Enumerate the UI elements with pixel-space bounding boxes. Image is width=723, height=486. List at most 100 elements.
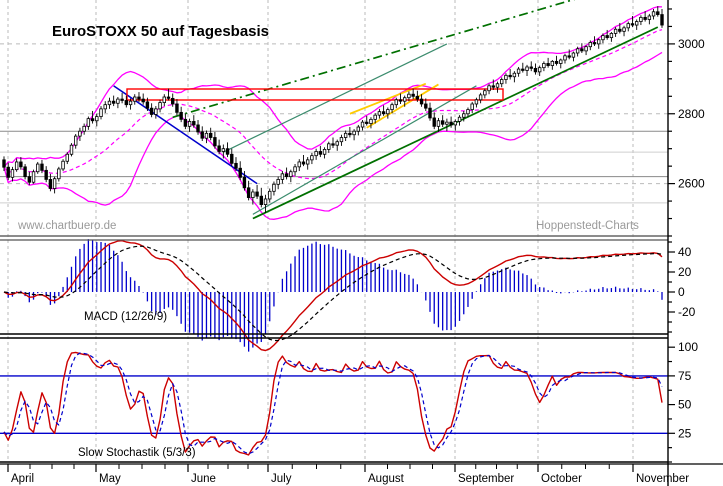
candle-body-down [179, 111, 183, 120]
candle-body-down [175, 103, 179, 113]
candle-body-up [639, 16, 643, 22]
candle-body-down [580, 48, 584, 52]
candle-body-down [19, 161, 23, 168]
candle-body-down [208, 132, 213, 138]
macd-panel [3, 239, 663, 352]
macd-axis-label-40: 40 [678, 245, 692, 259]
x-axis-label-april: April [11, 473, 34, 485]
candle-body-down [656, 11, 660, 15]
candle-body-up [327, 143, 331, 150]
candle-body-up [352, 130, 356, 136]
x-axis-label-november: November [636, 473, 689, 485]
candle-body-up [584, 46, 588, 52]
candle-body-up [537, 67, 542, 73]
price-axis-label-3000: 3000 [678, 37, 705, 51]
stochastic-axis-label-25: 25 [678, 426, 692, 440]
candle-body-down [213, 137, 217, 147]
candle-body-up [436, 120, 441, 127]
candle-body-down [124, 100, 129, 106]
candle-body-down [120, 98, 124, 101]
uptrend-resistance-line [172, 0, 576, 119]
candle-body-up [634, 21, 639, 26]
candle-body-up [403, 97, 407, 102]
candle-body-up [322, 148, 327, 155]
candle-body-down [411, 93, 415, 97]
candle-body-up [542, 63, 546, 69]
candle-body-up [14, 161, 19, 171]
candle-body-down [230, 153, 234, 164]
candle-body-down [242, 176, 247, 189]
candle-body-up [339, 137, 344, 143]
candle-body-up [550, 60, 555, 66]
candle-body-down [48, 179, 53, 189]
candle-body-down [529, 66, 533, 69]
candle-body-down [491, 85, 495, 88]
candle-body-up [504, 74, 508, 80]
stochastic-axis-label-75: 75 [678, 369, 692, 383]
candle-body-down [533, 67, 538, 73]
candle-body-up [512, 72, 517, 78]
candle-body-down [331, 143, 335, 146]
candle-body-up [52, 178, 57, 189]
candle-body-up [563, 55, 567, 61]
candle-body-up [356, 126, 361, 132]
candle-body-down [398, 99, 403, 102]
candle-body-up [78, 130, 82, 137]
macd-axis-label-20: 20 [678, 265, 692, 279]
resistance-box [126, 88, 504, 101]
candle-body-up [289, 171, 293, 178]
candle-body-down [301, 161, 306, 165]
inner-channel-upper-line [223, 43, 448, 153]
candle-body-down [521, 68, 525, 71]
candle-body-down [246, 187, 251, 198]
macd-signal-line [3, 245, 663, 342]
stochastic-axis-label-50: 50 [678, 398, 692, 412]
candle-body-down [145, 101, 150, 109]
candle-body-up [525, 66, 529, 71]
candle-body-up [613, 28, 618, 34]
candle-body-up [495, 83, 500, 88]
candle-body-down [318, 151, 323, 155]
candle-body-up [651, 11, 656, 17]
candle-body-up [305, 159, 310, 165]
candle-body-up [276, 179, 280, 185]
candle-body-up [268, 190, 272, 200]
candle-body-down [238, 167, 242, 178]
candle-body-up [280, 173, 285, 180]
candle-body-down [554, 60, 559, 64]
candle-body-up [626, 23, 630, 29]
stochastic-panel [0, 351, 668, 456]
candle-body-down [660, 14, 664, 26]
candle-body-up [335, 141, 339, 146]
stochastic-d-line [3, 352, 663, 455]
candle-body-up [74, 135, 78, 146]
candle-body-down [255, 191, 259, 197]
resistance-box-group [126, 88, 504, 101]
candle-body-down [449, 121, 453, 126]
candle-body-up [373, 114, 377, 120]
candle-body-up [103, 104, 107, 110]
candlestick-series [2, 6, 664, 213]
candle-body-down [605, 35, 609, 39]
candle-body-down [618, 28, 622, 32]
candle-body-down [23, 166, 27, 178]
candle-body-up [597, 39, 601, 45]
candle-body-up [559, 59, 563, 64]
candle-body-down [508, 74, 512, 78]
price-axis-label-2800: 2800 [678, 107, 705, 121]
candle-body-up [478, 94, 483, 101]
candle-body-down [259, 195, 263, 205]
candle-body-up [407, 93, 411, 99]
candle-body-up [310, 155, 314, 161]
candle-body-up [453, 121, 458, 126]
downtrend-line [113, 85, 258, 185]
candle-body-up [500, 79, 504, 85]
candle-body-up [95, 116, 99, 122]
candle-body-down [440, 120, 445, 125]
candle-body-up [314, 151, 318, 157]
candle-body-down [432, 117, 436, 127]
candle-body-up [99, 108, 103, 117]
